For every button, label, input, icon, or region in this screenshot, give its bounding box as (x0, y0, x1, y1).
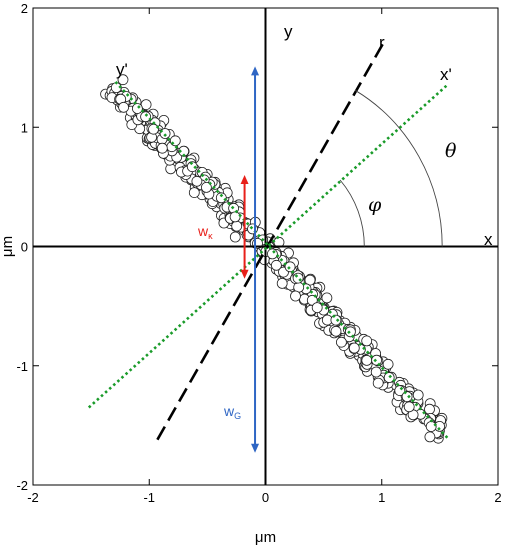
data-point (270, 259, 282, 271)
w-kappa-label: wκ (197, 223, 213, 241)
x-prime-line (87, 83, 449, 409)
w-kappa-arrow-head-top (240, 174, 249, 184)
data-point (186, 161, 198, 173)
data-point (188, 187, 200, 199)
data-point (156, 142, 168, 154)
w-g-sub: G (234, 411, 241, 421)
data-point (266, 248, 278, 260)
data-point (344, 326, 356, 338)
y-tick-label: 2 (21, 1, 28, 16)
data-point (140, 111, 152, 123)
y-tick-label: -2 (16, 478, 28, 493)
data-point (292, 272, 304, 284)
data-point (425, 421, 437, 432)
data-point (335, 336, 347, 348)
y-tick-label: 1 (21, 120, 28, 135)
y-tick-label: 0 (21, 240, 28, 255)
w-kappa-sub: κ (208, 231, 213, 241)
data-point (382, 358, 394, 370)
x-tick-label: -2 (27, 490, 39, 505)
data-point (311, 302, 323, 314)
w-kappa-main: w (197, 223, 209, 239)
data-point (118, 101, 129, 113)
data-point (276, 277, 288, 289)
data-point (424, 431, 436, 443)
y-prime-label: y' (116, 60, 128, 79)
data-point (401, 391, 413, 403)
data-point (372, 377, 384, 389)
x-tick-label: 2 (494, 490, 501, 505)
data-point (412, 389, 424, 401)
y-axis-label: y (284, 22, 293, 41)
data-point (215, 192, 227, 204)
data-point (330, 314, 342, 326)
y-axis-title: μm (0, 236, 16, 257)
x-tick-label: -1 (143, 490, 155, 505)
x-axis-title: μm (255, 529, 276, 546)
r-label: r (379, 33, 385, 52)
data-point (424, 403, 435, 415)
data-point (403, 401, 415, 413)
axis-ticks: -2 -1 0 1 2 -2 -1 0 1 2 (16, 1, 501, 505)
width-arrows (240, 66, 260, 453)
x-tick-label: 0 (262, 490, 269, 505)
data-point (191, 175, 203, 187)
y-tick-label: -1 (16, 359, 28, 374)
r-line (156, 43, 385, 441)
data-point (361, 335, 373, 347)
data-point (330, 325, 342, 337)
data-point (200, 181, 212, 193)
w-g-label: wG (223, 403, 241, 421)
w-kappa-arrow-head-bottom (240, 269, 249, 279)
y-prime-line (114, 81, 449, 440)
w-g-arrow-head-bottom (251, 443, 260, 453)
data-point (321, 292, 333, 304)
data-point (284, 261, 296, 273)
data-point (304, 274, 316, 286)
data-point (131, 103, 143, 114)
theta-arc (354, 89, 443, 247)
x-prime-label: x' (440, 65, 452, 84)
reference-lines (33, 8, 498, 485)
x-tick-label: 1 (378, 490, 385, 505)
data-point (229, 231, 241, 243)
point-cloud (100, 74, 448, 444)
w-g-arrow-head-top (251, 66, 260, 76)
data-point (290, 290, 301, 302)
angle-arcs (339, 89, 443, 247)
data-point (348, 342, 360, 354)
data-point (229, 211, 241, 223)
data-point (169, 135, 181, 147)
data-point (148, 123, 159, 135)
theta-label: θ (445, 140, 457, 162)
data-point (117, 74, 129, 86)
x-axis-label: x (484, 230, 493, 249)
data-point (231, 220, 243, 232)
phi-arc (339, 179, 365, 247)
data-point (383, 372, 395, 383)
data-point (370, 366, 382, 378)
w-g-main: w (223, 403, 235, 419)
phi-label: φ (368, 194, 382, 216)
